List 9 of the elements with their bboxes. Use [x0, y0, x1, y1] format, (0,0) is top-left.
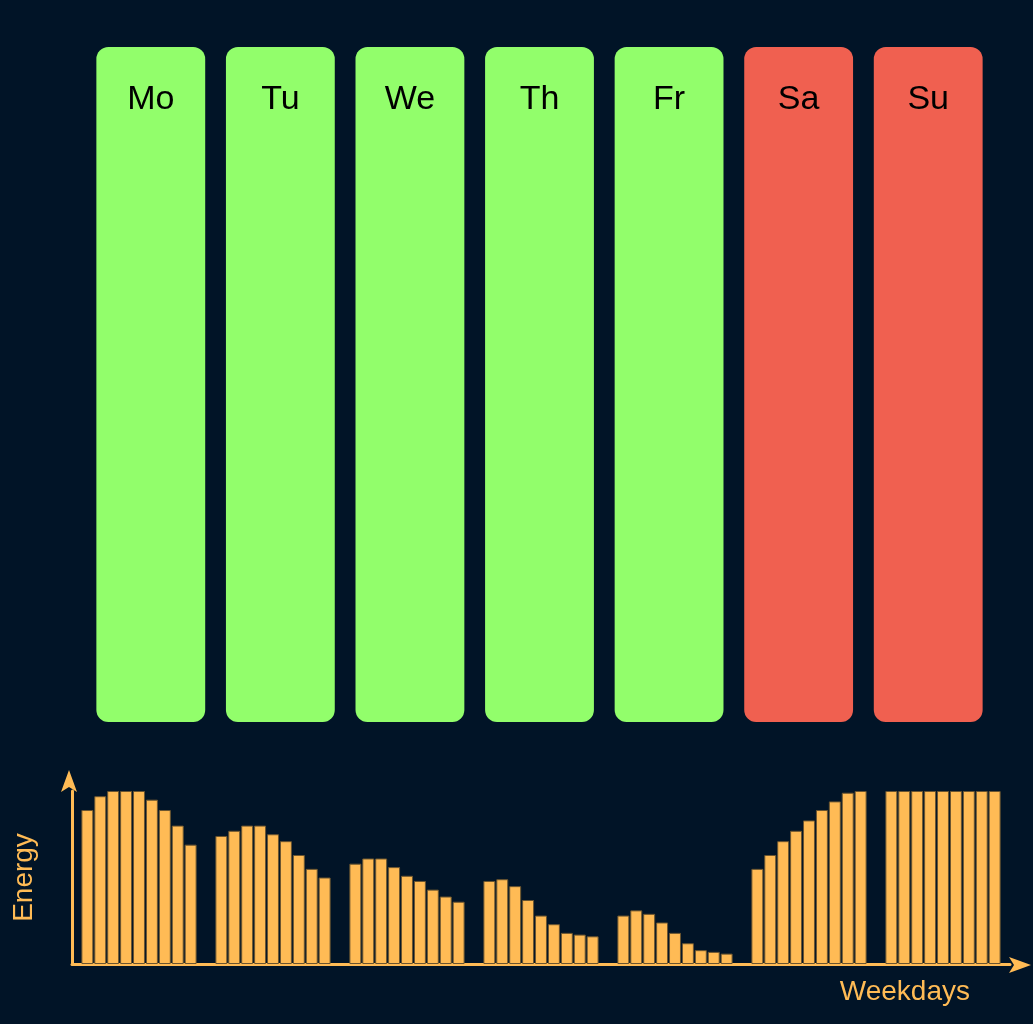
category-label: Fr — [653, 78, 686, 116]
category-label: Su — [907, 78, 950, 116]
category-label: Mo — [127, 78, 175, 116]
category-label: Th — [519, 78, 560, 116]
x-axis-title: Weekdays — [839, 974, 970, 1006]
category-label: We — [384, 78, 436, 116]
category-label: Sa — [777, 78, 820, 116]
y-axis-title: Energy — [6, 833, 38, 922]
category-label: Tu — [261, 78, 300, 116]
